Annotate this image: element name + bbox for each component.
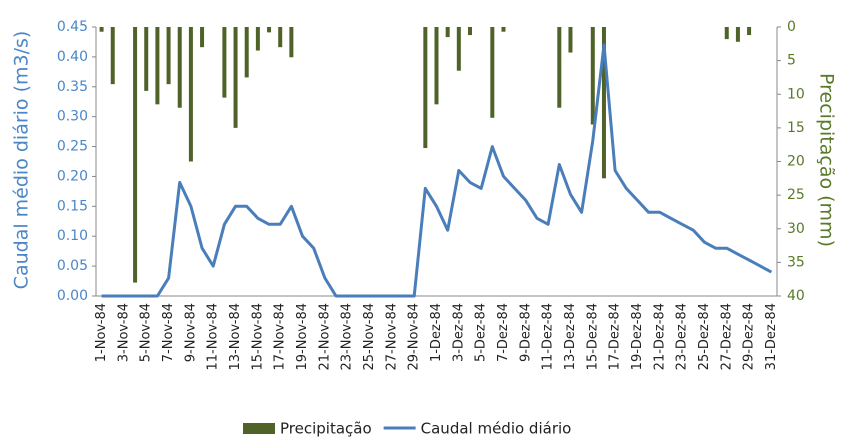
x-tick-label: 23-Nov-84 <box>340 303 355 371</box>
bar <box>267 27 272 33</box>
bar <box>568 27 573 53</box>
x-tick-label: 1-Nov-84 <box>94 303 109 362</box>
bar <box>99 27 104 32</box>
bar <box>255 27 260 51</box>
y-tick-label: 0.10 <box>57 228 88 244</box>
bar <box>233 27 238 128</box>
x-tick-label: 15-Dez-84 <box>585 303 600 370</box>
x-tick-label: 21-Nov-84 <box>317 303 332 371</box>
x-tick-label: 9-Nov-84 <box>183 303 198 362</box>
bar <box>467 27 472 36</box>
x-tick-label: 31-Dez-84 <box>764 303 779 370</box>
y-tick-label: 0.20 <box>57 168 88 184</box>
y-tick-label: 0.40 <box>57 49 88 65</box>
x-tick-label: 7-Dez-84 <box>496 303 511 362</box>
bar <box>747 27 752 36</box>
x-tick-label: 9-Dez-84 <box>518 303 533 362</box>
x-tick-label: 27-Dez-84 <box>719 303 734 370</box>
bar <box>289 27 294 58</box>
x-tick-label: 3-Nov-84 <box>116 303 131 362</box>
bar <box>155 27 160 105</box>
y-tick-label: 0.00 <box>57 288 88 304</box>
y2-tick-label: 20 <box>787 154 805 170</box>
bar <box>434 27 439 105</box>
y2-tick-label: 15 <box>787 120 805 136</box>
x-tick-label: 15-Nov-84 <box>250 303 265 371</box>
bar <box>445 27 450 38</box>
x-tick-label: 27-Nov-84 <box>384 303 399 371</box>
bar <box>557 27 562 108</box>
y2-tick-label: 30 <box>787 221 805 237</box>
bar <box>456 27 461 71</box>
legend-swatch <box>243 423 275 434</box>
x-tick-label: 17-Nov-84 <box>273 303 288 371</box>
x-tick-label: 17-Dez-84 <box>608 303 623 370</box>
y2-tick-label: 10 <box>787 86 805 102</box>
bar <box>501 27 506 32</box>
line <box>101 43 773 298</box>
x-tick-label: 3-Dez-84 <box>451 303 466 362</box>
bar <box>244 27 249 78</box>
x-tick-label: 29-Nov-84 <box>407 303 422 371</box>
bar <box>601 27 606 179</box>
y-tick-label: 0.45 <box>57 19 88 35</box>
x-tick-label: 25-Nov-84 <box>362 303 377 371</box>
bar <box>133 27 138 283</box>
y2-axis-title: Precipitação (mm) <box>816 73 838 247</box>
x-tick-label: 29-Dez-84 <box>742 303 757 370</box>
x-tick-label: 19-Dez-84 <box>630 303 645 370</box>
bar <box>278 27 283 48</box>
bar <box>200 27 205 48</box>
x-tick-label: 5-Dez-84 <box>474 303 489 362</box>
x-tick-label: 19-Nov-84 <box>295 303 310 371</box>
y-tick-label: 0.15 <box>57 198 88 214</box>
y2-tick-label: 35 <box>787 254 805 270</box>
bar <box>166 27 171 85</box>
x-tick-label: 13-Nov-84 <box>228 303 243 371</box>
y2-tick-label: 5 <box>787 53 796 69</box>
bar <box>423 27 428 149</box>
bar <box>188 27 193 162</box>
bar <box>724 27 729 40</box>
x-tick-label: 21-Dez-84 <box>652 303 667 370</box>
bar <box>177 27 182 108</box>
y2-tick-label: 25 <box>787 187 805 203</box>
y2-tick-label: 40 <box>787 288 805 304</box>
x-tick-label: 11-Nov-84 <box>206 303 221 371</box>
bar <box>590 27 595 125</box>
y-tick-label: 0.05 <box>57 258 88 274</box>
bar <box>110 27 115 85</box>
y-tick-label: 0.30 <box>57 109 88 125</box>
bar <box>735 27 740 42</box>
y-axis-title: Caudal médio diário (m3/s) <box>11 31 33 290</box>
x-tick-label: 25-Dez-84 <box>697 303 712 370</box>
x-tick-label: 7-Nov-84 <box>161 303 176 362</box>
x-tick-label: 1-Dez-84 <box>429 303 444 362</box>
bar <box>144 27 149 91</box>
x-tick-label: 13-Dez-84 <box>563 303 578 370</box>
legend-label: Precipitação <box>280 420 372 437</box>
y-tick-label: 0.25 <box>57 139 88 155</box>
x-tick-label: 11-Dez-84 <box>541 303 556 370</box>
x-tick-label: 23-Dez-84 <box>675 303 690 370</box>
bar <box>222 27 227 98</box>
x-tick-label: 5-Nov-84 <box>139 303 154 362</box>
bar <box>490 27 495 118</box>
legend-label: Caudal médio diário <box>421 420 572 437</box>
y2-tick-label: 0 <box>787 19 796 35</box>
y-tick-label: 0.35 <box>57 79 88 95</box>
